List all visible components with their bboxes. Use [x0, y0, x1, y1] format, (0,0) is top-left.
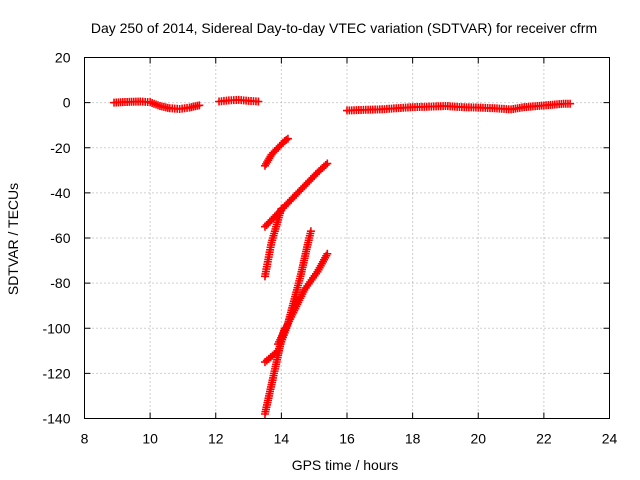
data-point [321, 161, 330, 170]
data-point [306, 227, 315, 236]
x-tick-label: 12 [208, 431, 224, 447]
x-tick-label: 20 [470, 431, 486, 447]
series-2 [215, 95, 263, 106]
y-tick-label: 20 [55, 50, 71, 66]
grid [84, 57, 610, 419]
y-tick-label: -20 [50, 140, 70, 156]
y-axis-title: SDTVAR / TECUs [5, 183, 21, 295]
y-tick-label: -140 [42, 411, 70, 427]
x-tick-label: 24 [602, 431, 618, 447]
y-tick-label: -100 [42, 320, 70, 336]
series-9 [274, 249, 332, 349]
data-point [323, 159, 332, 168]
series-4 [260, 134, 292, 170]
x-tick-label: 22 [536, 431, 552, 447]
y-tick-label: -60 [50, 230, 70, 246]
chart-title: Day 250 of 2014, Sidereal Day-to-day VTE… [91, 20, 597, 36]
series-3 [343, 99, 575, 115]
series-5 [260, 159, 332, 231]
y-tick-label: -40 [50, 185, 70, 201]
x-tick-label: 18 [405, 431, 421, 447]
y-tick-label: -80 [50, 275, 70, 291]
series-6 [260, 204, 286, 281]
series-1 [110, 97, 204, 113]
x-tick-label: 16 [339, 431, 355, 447]
y-tick-label: -120 [42, 365, 70, 381]
data-marks [110, 95, 575, 418]
data-point [283, 134, 292, 143]
x-tick-label: 8 [81, 431, 89, 447]
plot-frame [84, 57, 610, 419]
x-axis-title: GPS time / hours [292, 457, 399, 473]
data-point [323, 249, 332, 258]
data-point [566, 99, 575, 108]
data-point [195, 101, 204, 110]
data-point [254, 97, 263, 106]
axis-ticks: 8 10 12 14 16 18 20 22 24 20 0 -20 -40 -60 -80 -100 -120… [42, 50, 617, 447]
data-point [282, 135, 291, 144]
x-tick-label: 10 [142, 431, 158, 447]
data-point [277, 204, 286, 213]
y-tick-label: 0 [63, 95, 71, 111]
x-tick-label: 14 [274, 431, 290, 447]
